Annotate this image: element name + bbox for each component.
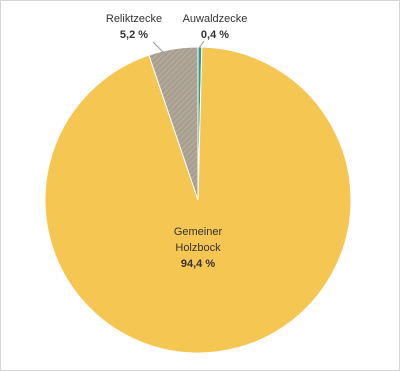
slice-value-label: 5,2 % bbox=[119, 29, 149, 41]
slice-value-label: 0,4 % bbox=[200, 29, 230, 41]
leader-line bbox=[152, 41, 168, 57]
slice-value-label: 94,4 % bbox=[180, 258, 216, 270]
slice-label: Gemeiner Holzbock bbox=[173, 226, 223, 254]
slice-label: Reliktzecke bbox=[105, 13, 163, 25]
slice-label: Auwaldzecke bbox=[182, 13, 248, 25]
leader-line bbox=[198, 40, 205, 49]
pie-slice bbox=[148, 46, 199, 201]
